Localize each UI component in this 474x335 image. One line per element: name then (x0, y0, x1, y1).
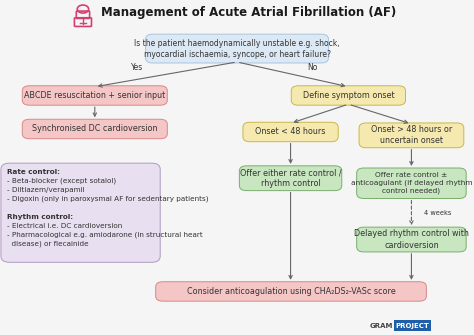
Text: ABCDE resuscitation + senior input: ABCDE resuscitation + senior input (24, 91, 165, 100)
Text: - Beta-blocker (except sotalol): - Beta-blocker (except sotalol) (7, 177, 116, 184)
Text: - Electrical i.e. DC cardioversion: - Electrical i.e. DC cardioversion (7, 223, 122, 229)
Text: - Digoxin (only in paroxysmal AF for sedentary patients): - Digoxin (only in paroxysmal AF for sed… (7, 195, 209, 202)
Text: Rhythm control:: Rhythm control: (7, 214, 73, 220)
FancyBboxPatch shape (22, 119, 167, 139)
Text: Delayed rhythm control with
cardioversion: Delayed rhythm control with cardioversio… (354, 229, 469, 250)
FancyBboxPatch shape (356, 168, 466, 198)
Text: 4 weeks: 4 weeks (424, 210, 452, 216)
Text: Offer either rate control /
rhythm control: Offer either rate control / rhythm contr… (240, 168, 341, 188)
Text: Onset < 48 hours: Onset < 48 hours (255, 128, 326, 136)
Text: - Pharmacological e.g. amiodarone (in structural heart: - Pharmacological e.g. amiodarone (in st… (7, 231, 203, 238)
Text: Offer rate control ±
anticoagulant (if delayed rhythm
control needed): Offer rate control ± anticoagulant (if d… (351, 172, 472, 194)
FancyBboxPatch shape (394, 320, 431, 331)
Text: PROJECT: PROJECT (395, 323, 429, 329)
FancyBboxPatch shape (356, 227, 466, 252)
Text: Define symptom onset: Define symptom onset (302, 91, 394, 100)
FancyBboxPatch shape (22, 86, 167, 105)
FancyBboxPatch shape (243, 122, 338, 142)
FancyBboxPatch shape (155, 282, 427, 301)
FancyBboxPatch shape (1, 163, 160, 262)
FancyBboxPatch shape (146, 34, 328, 63)
Text: Management of Acute Atrial Fibrillation (AF): Management of Acute Atrial Fibrillation … (101, 6, 396, 19)
Text: disease) or flecainide: disease) or flecainide (7, 241, 89, 247)
Text: Consider anticoagulation using CHA₂DS₂-VASc score: Consider anticoagulation using CHA₂DS₂-V… (187, 287, 395, 296)
Text: Onset > 48 hours or
uncertain onset: Onset > 48 hours or uncertain onset (371, 125, 452, 145)
FancyBboxPatch shape (239, 166, 342, 191)
Text: Rate control:: Rate control: (7, 169, 60, 175)
Text: - Diltiazem/verapamil: - Diltiazem/verapamil (7, 187, 85, 193)
Text: No: No (308, 63, 318, 71)
Text: Synchronised DC cardioversion: Synchronised DC cardioversion (32, 125, 157, 133)
Text: Is the patient haemodynamically unstable e.g. shock,
myocardial ischaemia, synco: Is the patient haemodynamically unstable… (134, 39, 340, 59)
FancyBboxPatch shape (359, 123, 464, 148)
Text: GRAM: GRAM (370, 323, 393, 329)
Text: Yes: Yes (131, 63, 144, 71)
FancyBboxPatch shape (291, 86, 405, 105)
